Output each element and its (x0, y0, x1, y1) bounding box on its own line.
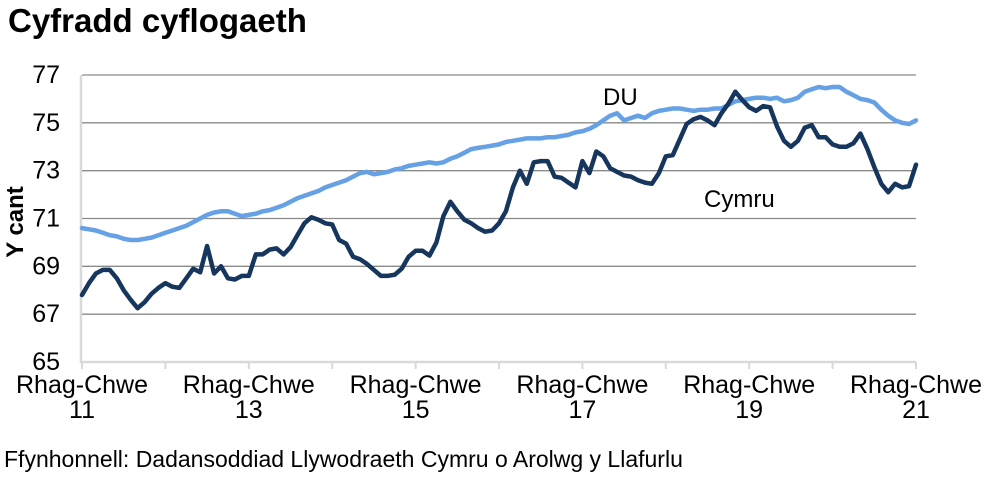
y-tick-label: 69 (32, 252, 60, 280)
y-tick-label: 71 (32, 205, 60, 233)
x-tick-label: Rhag-Chwe (183, 371, 315, 399)
x-tick-label: Rhag-Chwe (683, 371, 815, 399)
y-tick-label: 73 (32, 157, 60, 185)
x-tick-label: 11 (69, 396, 95, 424)
x-tick-label: Rhag-Chwe (516, 371, 648, 399)
x-tick-label: 15 (402, 396, 430, 424)
x-tick-label: Rhag-Chwe (850, 371, 982, 399)
chart-title: Cyfradd cyflogaeth (8, 2, 307, 39)
y-tick-label: 67 (32, 300, 60, 328)
x-tick-label: Rhag-Chwe (16, 371, 148, 399)
y-axis-title: Y cant (2, 186, 29, 258)
y-tick-label: 77 (32, 61, 60, 89)
x-tick-label: 19 (735, 396, 763, 424)
series-line-du (79, 84, 919, 243)
series-label-cymru: Cymru (704, 186, 775, 213)
series-line-cymru (79, 89, 919, 311)
y-tick-label: 75 (32, 109, 60, 137)
source-note: Ffynhonnell: Dadansoddiad Llywodraeth Cy… (4, 446, 683, 472)
x-tick-label: Rhag-Chwe (350, 371, 482, 399)
x-tick-label: 17 (568, 396, 596, 424)
y-tick-label: 65 (32, 348, 60, 376)
x-tick-label: 21 (902, 396, 930, 424)
x-tick-label: 13 (235, 396, 263, 424)
series-label-du: DU (603, 84, 638, 111)
